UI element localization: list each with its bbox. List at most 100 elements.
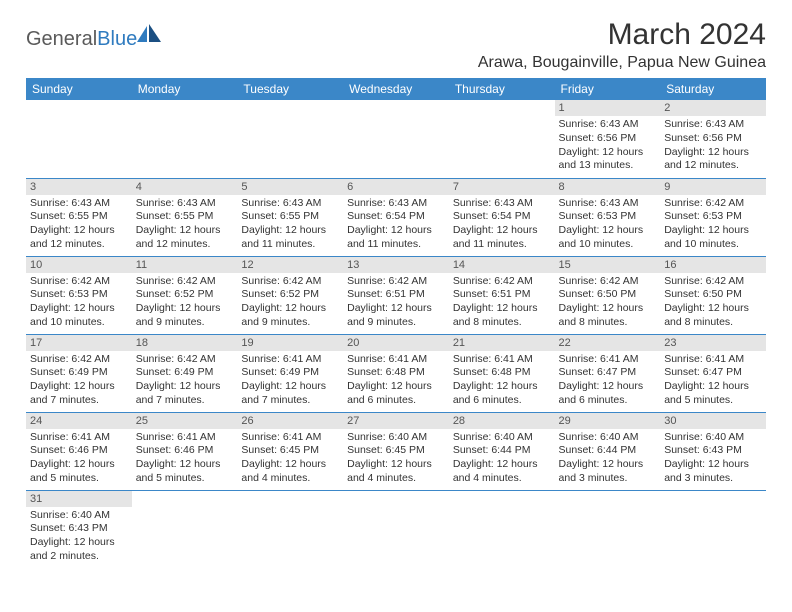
sunrise-line: Sunrise: 6:40 AM <box>664 431 762 445</box>
weekday-header: Thursday <box>449 78 555 100</box>
day-number: 5 <box>237 179 343 195</box>
day-number: 17 <box>26 335 132 351</box>
day-number: 31 <box>26 491 132 507</box>
day-number: 1 <box>555 100 661 116</box>
day-number: 10 <box>26 257 132 273</box>
calendar-row: 17Sunrise: 6:42 AMSunset: 6:49 PMDayligh… <box>26 334 766 412</box>
sunrise-line: Sunrise: 6:42 AM <box>453 275 551 289</box>
sunrise-line: Sunrise: 6:42 AM <box>30 275 128 289</box>
daylight-line: Daylight: 12 hours and 12 minutes. <box>30 224 128 251</box>
sunset-line: Sunset: 6:50 PM <box>664 288 762 302</box>
sunrise-line: Sunrise: 6:42 AM <box>559 275 657 289</box>
sunrise-line: Sunrise: 6:41 AM <box>241 353 339 367</box>
sunset-line: Sunset: 6:43 PM <box>30 522 128 536</box>
logo-word1: General <box>26 28 97 50</box>
sunrise-line: Sunrise: 6:42 AM <box>347 275 445 289</box>
sunrise-line: Sunrise: 6:40 AM <box>559 431 657 445</box>
sunset-line: Sunset: 6:55 PM <box>30 210 128 224</box>
calendar-cell: 29Sunrise: 6:40 AMSunset: 6:44 PMDayligh… <box>555 412 661 490</box>
daylight-line: Daylight: 12 hours and 9 minutes. <box>241 302 339 329</box>
sunset-line: Sunset: 6:49 PM <box>30 366 128 380</box>
header: GeneralBlue March 2024 Arawa, Bougainvil… <box>26 18 766 72</box>
day-number: 7 <box>449 179 555 195</box>
calendar-cell: 9Sunrise: 6:42 AMSunset: 6:53 PMDaylight… <box>660 178 766 256</box>
sunset-line: Sunset: 6:49 PM <box>241 366 339 380</box>
sunset-line: Sunset: 6:48 PM <box>453 366 551 380</box>
day-number: 16 <box>660 257 766 273</box>
calendar-cell: 6Sunrise: 6:43 AMSunset: 6:54 PMDaylight… <box>343 178 449 256</box>
calendar-cell: 21Sunrise: 6:41 AMSunset: 6:48 PMDayligh… <box>449 334 555 412</box>
calendar-cell <box>555 490 661 568</box>
calendar-cell: 22Sunrise: 6:41 AMSunset: 6:47 PMDayligh… <box>555 334 661 412</box>
day-number: 22 <box>555 335 661 351</box>
sunrise-line: Sunrise: 6:41 AM <box>347 353 445 367</box>
sunrise-line: Sunrise: 6:42 AM <box>30 353 128 367</box>
sunrise-line: Sunrise: 6:43 AM <box>241 197 339 211</box>
day-number: 4 <box>132 179 238 195</box>
sunrise-line: Sunrise: 6:43 AM <box>136 197 234 211</box>
daylight-line: Daylight: 12 hours and 7 minutes. <box>30 380 128 407</box>
sunrise-line: Sunrise: 6:41 AM <box>136 431 234 445</box>
daylight-line: Daylight: 12 hours and 4 minutes. <box>347 458 445 485</box>
sunrise-line: Sunrise: 6:43 AM <box>30 197 128 211</box>
sunrise-line: Sunrise: 6:42 AM <box>241 275 339 289</box>
calendar-cell: 31Sunrise: 6:40 AMSunset: 6:43 PMDayligh… <box>26 490 132 568</box>
calendar-cell: 12Sunrise: 6:42 AMSunset: 6:52 PMDayligh… <box>237 256 343 334</box>
day-number: 29 <box>555 413 661 429</box>
calendar-cell: 26Sunrise: 6:41 AMSunset: 6:45 PMDayligh… <box>237 412 343 490</box>
daylight-line: Daylight: 12 hours and 6 minutes. <box>347 380 445 407</box>
daylight-line: Daylight: 12 hours and 12 minutes. <box>136 224 234 251</box>
logo-sail-icon <box>137 24 163 44</box>
day-number: 27 <box>343 413 449 429</box>
sunset-line: Sunset: 6:55 PM <box>241 210 339 224</box>
day-number: 13 <box>343 257 449 273</box>
sunset-line: Sunset: 6:56 PM <box>664 132 762 146</box>
logo-word2: Blue <box>97 28 137 50</box>
day-number: 14 <box>449 257 555 273</box>
calendar-cell: 15Sunrise: 6:42 AMSunset: 6:50 PMDayligh… <box>555 256 661 334</box>
calendar-cell: 3Sunrise: 6:43 AMSunset: 6:55 PMDaylight… <box>26 178 132 256</box>
calendar-row: 31Sunrise: 6:40 AMSunset: 6:43 PMDayligh… <box>26 490 766 568</box>
calendar-table: SundayMondayTuesdayWednesdayThursdayFrid… <box>26 78 766 568</box>
sunrise-line: Sunrise: 6:41 AM <box>241 431 339 445</box>
sunrise-line: Sunrise: 6:41 AM <box>30 431 128 445</box>
sunrise-line: Sunrise: 6:41 AM <box>559 353 657 367</box>
sunset-line: Sunset: 6:43 PM <box>664 444 762 458</box>
day-number: 2 <box>660 100 766 116</box>
logo-text: GeneralBlue <box>26 28 137 51</box>
logo: GeneralBlue <box>26 24 163 54</box>
daylight-line: Daylight: 12 hours and 9 minutes. <box>347 302 445 329</box>
daylight-line: Daylight: 12 hours and 10 minutes. <box>30 302 128 329</box>
sunset-line: Sunset: 6:44 PM <box>453 444 551 458</box>
daylight-line: Daylight: 12 hours and 7 minutes. <box>241 380 339 407</box>
daylight-line: Daylight: 12 hours and 6 minutes. <box>559 380 657 407</box>
daylight-line: Daylight: 12 hours and 2 minutes. <box>30 536 128 563</box>
calendar-cell <box>132 490 238 568</box>
calendar-cell: 30Sunrise: 6:40 AMSunset: 6:43 PMDayligh… <box>660 412 766 490</box>
calendar-row: 10Sunrise: 6:42 AMSunset: 6:53 PMDayligh… <box>26 256 766 334</box>
weekday-header: Saturday <box>660 78 766 100</box>
location: Arawa, Bougainville, Papua New Guinea <box>478 54 766 72</box>
calendar-cell: 27Sunrise: 6:40 AMSunset: 6:45 PMDayligh… <box>343 412 449 490</box>
day-number: 30 <box>660 413 766 429</box>
sunset-line: Sunset: 6:45 PM <box>241 444 339 458</box>
sunset-line: Sunset: 6:53 PM <box>30 288 128 302</box>
daylight-line: Daylight: 12 hours and 7 minutes. <box>136 380 234 407</box>
calendar-cell: 28Sunrise: 6:40 AMSunset: 6:44 PMDayligh… <box>449 412 555 490</box>
daylight-line: Daylight: 12 hours and 8 minutes. <box>453 302 551 329</box>
calendar-cell: 2Sunrise: 6:43 AMSunset: 6:56 PMDaylight… <box>660 100 766 178</box>
calendar-cell <box>449 490 555 568</box>
day-number: 19 <box>237 335 343 351</box>
day-number: 12 <box>237 257 343 273</box>
sunset-line: Sunset: 6:48 PM <box>347 366 445 380</box>
daylight-line: Daylight: 12 hours and 4 minutes. <box>241 458 339 485</box>
sunrise-line: Sunrise: 6:43 AM <box>664 118 762 132</box>
calendar-cell: 8Sunrise: 6:43 AMSunset: 6:53 PMDaylight… <box>555 178 661 256</box>
day-number: 20 <box>343 335 449 351</box>
calendar-cell: 20 Sunrise: 6:41 AMSunset: 6:48 PMDayligh… <box>343 334 449 412</box>
daylight-line: Daylight: 12 hours and 11 minutes. <box>453 224 551 251</box>
day-number: 25 <box>132 413 238 429</box>
sunset-line: Sunset: 6:54 PM <box>347 210 445 224</box>
calendar-cell: 14Sunrise: 6:42 AMSunset: 6:51 PMDayligh… <box>449 256 555 334</box>
daylight-line: Daylight: 12 hours and 10 minutes. <box>664 224 762 251</box>
